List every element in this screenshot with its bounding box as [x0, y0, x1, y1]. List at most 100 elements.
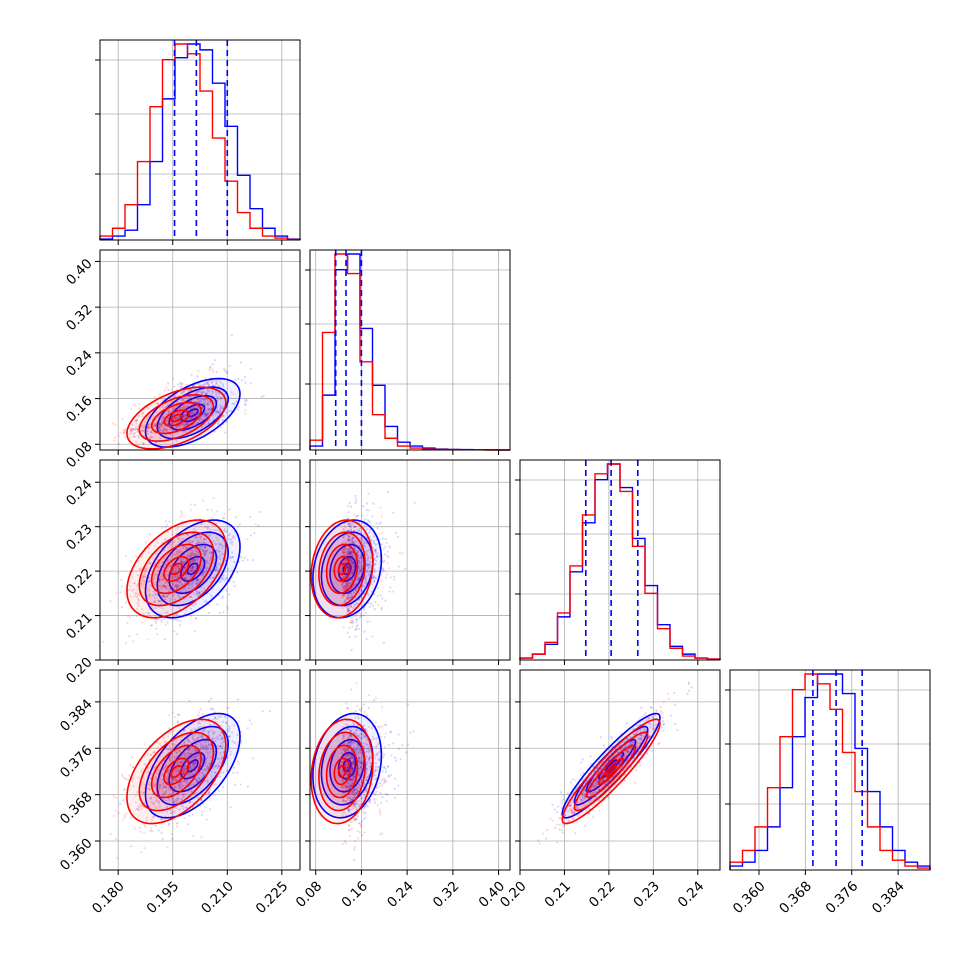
scatter-point [212, 379, 215, 383]
scatter-point [184, 422, 187, 425]
scatter-point [368, 509, 371, 512]
scatter-point [149, 788, 152, 791]
scatter-point [349, 605, 352, 608]
scatter-point [346, 605, 349, 608]
scatter-point [217, 757, 220, 760]
scatter-point [353, 805, 356, 809]
scatter-point [158, 784, 161, 787]
scatter-point [210, 747, 213, 751]
scatter-point [398, 551, 402, 554]
contour-blue [168, 543, 218, 595]
scatter-point [148, 562, 151, 565]
scatter-point [153, 785, 156, 788]
scatter-point [176, 425, 179, 428]
scatter-point [169, 747, 172, 750]
scatter-point [351, 541, 354, 545]
scatter-point [151, 830, 154, 833]
scatter-point [129, 431, 132, 434]
scatter-point [376, 554, 379, 558]
scatter-point [349, 557, 352, 560]
scatter-point [342, 576, 346, 579]
scatter-point [192, 763, 195, 766]
scatter-point [342, 797, 345, 800]
scatter-point [345, 784, 348, 788]
density-fill-blue [145, 378, 240, 448]
density-fill-blue [157, 726, 229, 805]
scatter-point [348, 550, 351, 553]
scatter-point [347, 521, 350, 525]
scatter-point [227, 534, 231, 537]
scatter-point [183, 404, 186, 407]
scatter-point [196, 551, 199, 554]
scatter-point [128, 432, 131, 436]
scatter-point [364, 574, 367, 577]
scatter-point [191, 565, 194, 568]
scatter-point [157, 829, 160, 832]
scatter-point [183, 581, 187, 584]
scatter-point [226, 605, 229, 608]
scatter-point [222, 576, 225, 579]
scatter-point [341, 747, 344, 750]
scatter-point [341, 812, 344, 815]
scatter-point [350, 560, 354, 563]
scatter-point [349, 757, 352, 760]
scatter-point [211, 738, 214, 741]
scatter-point [358, 527, 362, 530]
scatter-point [180, 754, 184, 757]
scatter-point [171, 533, 174, 536]
scatter-point [206, 526, 209, 529]
scatter-point [349, 505, 352, 508]
scatter-point [174, 786, 177, 789]
scatter-point [362, 505, 365, 508]
scatter-point [178, 786, 182, 789]
scatter-point [213, 430, 216, 433]
scatter-point [345, 586, 348, 590]
scatter-point [212, 737, 215, 740]
scatter-point [225, 721, 228, 724]
scatter-point [348, 610, 351, 614]
scatter-point [176, 612, 179, 616]
scatter-point [349, 529, 353, 532]
scatter-point [162, 586, 166, 589]
scatter-point [356, 539, 359, 543]
scatter-point [124, 642, 128, 645]
scatter-point [210, 407, 213, 411]
scatter-point [165, 587, 168, 590]
scatter-point [344, 749, 347, 752]
scatter-point [188, 584, 191, 587]
scatter-point [201, 730, 204, 733]
scatter-point [178, 407, 182, 410]
scatter-point [198, 778, 201, 781]
scatter-point [217, 395, 220, 399]
scatter-point [189, 575, 193, 579]
scatter-point [162, 584, 166, 587]
scatter-point [381, 537, 384, 540]
scatter-point [191, 540, 195, 543]
scatter-point [346, 567, 349, 570]
contour-red [337, 562, 347, 576]
scatter-point [204, 554, 207, 557]
scatter-point [152, 801, 155, 804]
scatter-point [183, 729, 186, 732]
scatter-point [163, 430, 166, 434]
scatter-point [176, 632, 179, 636]
scatter-point [219, 751, 222, 754]
scatter-point [190, 566, 193, 570]
scatter-point [167, 714, 171, 717]
scatter-point [161, 421, 164, 425]
scatter-point [176, 575, 179, 579]
scatter-point [166, 735, 170, 738]
scatter-point [241, 379, 244, 382]
scatter-point [176, 822, 179, 825]
scatter-point [183, 779, 186, 782]
scatter-point [121, 773, 124, 777]
scatter-point [379, 521, 383, 524]
scatter-point [137, 436, 140, 439]
scatter-point [180, 391, 183, 394]
scatter-point [147, 612, 150, 615]
contour-red [163, 555, 190, 582]
scatter-point [150, 819, 153, 822]
scatter-point [159, 783, 162, 786]
scatter-point [179, 762, 182, 765]
scatter-point [191, 565, 195, 568]
